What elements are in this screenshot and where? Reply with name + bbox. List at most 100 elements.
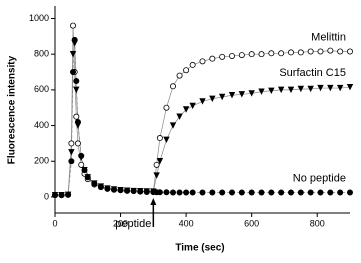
y-tick-label: 800 — [34, 49, 49, 59]
marker — [156, 135, 163, 142]
marker — [268, 50, 275, 57]
marker — [297, 189, 304, 196]
marker — [327, 47, 334, 54]
marker — [327, 84, 334, 92]
marker — [209, 55, 216, 62]
marker — [248, 51, 255, 58]
marker — [189, 102, 196, 110]
marker — [268, 189, 275, 196]
marker — [238, 189, 245, 196]
marker — [156, 158, 164, 165]
series-line — [55, 25, 350, 196]
x-axis-title: Time (sec) — [175, 243, 224, 254]
marker — [71, 36, 78, 43]
marker — [68, 140, 75, 147]
marker — [91, 180, 98, 187]
y-tick-label: 200 — [34, 156, 49, 166]
y-tick-label: 0 — [44, 191, 49, 201]
marker — [297, 49, 304, 56]
marker — [52, 192, 59, 199]
marker — [248, 189, 255, 196]
marker — [176, 72, 183, 79]
marker — [58, 192, 65, 199]
y-tick-label: 600 — [34, 84, 49, 94]
marker — [219, 53, 226, 60]
marker — [337, 48, 344, 55]
y-tick-label: 400 — [34, 120, 49, 130]
marker — [199, 58, 206, 65]
marker — [258, 88, 265, 95]
marker — [70, 22, 77, 29]
y-tick-label: 1000 — [29, 13, 49, 23]
marker — [84, 174, 91, 181]
marker — [209, 95, 216, 102]
x-tick-label: 0 — [52, 218, 57, 228]
series-label: Surfactin C15 — [279, 67, 346, 79]
marker — [228, 189, 235, 196]
series-label: No peptide — [293, 172, 346, 184]
marker — [65, 191, 72, 198]
y-axis-title: Fluorescence intensity — [7, 55, 18, 164]
marker — [74, 140, 81, 147]
marker — [169, 83, 176, 90]
marker — [248, 90, 255, 97]
marker — [287, 189, 294, 196]
annotation-label: peptide — [115, 218, 151, 230]
annotation-arrowhead — [150, 198, 157, 205]
marker — [337, 189, 344, 196]
marker — [124, 187, 131, 194]
marker — [70, 69, 77, 76]
marker — [307, 48, 314, 55]
marker — [73, 77, 80, 84]
marker — [199, 98, 206, 105]
marker — [81, 167, 88, 174]
marker — [176, 189, 183, 196]
marker — [219, 189, 226, 196]
marker — [317, 48, 324, 55]
marker — [130, 188, 137, 195]
marker — [287, 49, 294, 56]
marker — [137, 188, 144, 195]
marker — [117, 187, 124, 194]
marker — [176, 113, 183, 120]
marker — [73, 86, 80, 94]
marker — [189, 61, 196, 68]
x-tick-label: 600 — [244, 218, 259, 228]
marker — [163, 189, 170, 196]
marker — [69, 50, 77, 58]
series-line — [55, 43, 351, 196]
marker — [346, 189, 353, 196]
marker — [68, 149, 75, 156]
series-label: Melittin — [311, 31, 346, 43]
marker — [169, 122, 177, 129]
marker — [278, 189, 285, 196]
marker — [238, 52, 245, 59]
marker — [258, 189, 265, 196]
marker — [228, 92, 236, 99]
marker — [346, 48, 353, 55]
x-tick-label: 400 — [179, 218, 194, 228]
marker — [169, 189, 176, 196]
marker — [317, 189, 324, 196]
marker — [317, 84, 324, 92]
marker — [153, 161, 160, 168]
marker — [97, 183, 104, 190]
marker — [307, 85, 314, 93]
marker — [182, 106, 190, 113]
marker — [78, 152, 85, 159]
marker — [163, 104, 170, 111]
marker — [74, 118, 81, 125]
marker — [238, 91, 246, 98]
marker — [156, 189, 163, 196]
marker — [189, 189, 196, 196]
marker — [209, 189, 216, 196]
marker — [278, 50, 285, 57]
marker — [111, 186, 118, 193]
marker — [104, 185, 111, 192]
marker — [163, 136, 170, 144]
marker — [287, 86, 295, 94]
marker — [68, 158, 75, 165]
marker — [297, 85, 305, 93]
